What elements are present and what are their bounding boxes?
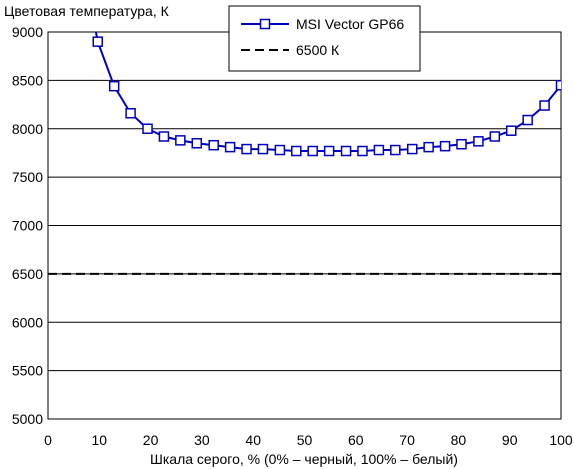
- data-point-marker: [390, 144, 401, 156]
- data-point-marker: [357, 145, 368, 157]
- data-point-marker: [191, 138, 203, 149]
- y-tick-label: 6500: [12, 266, 43, 282]
- y-tick-label: 9000: [12, 24, 43, 40]
- data-point-marker: [291, 145, 302, 157]
- data-point-marker: [125, 108, 136, 119]
- data-point-marker: [108, 80, 120, 92]
- data-point-marker: [340, 145, 352, 157]
- data-point-marker: [257, 143, 269, 155]
- x-tick-label: 80: [451, 432, 467, 448]
- data-point-marker: [505, 125, 517, 136]
- legend: MSI Vector GP66 6500 К: [228, 5, 421, 72]
- y-tick-label: 8000: [12, 121, 43, 137]
- y-tick-label: 7500: [12, 169, 43, 185]
- x-tick-label: 90: [502, 432, 518, 448]
- data-point-marker: [423, 141, 434, 153]
- series-layer: [48, 32, 561, 275]
- data-point-marker: [307, 145, 318, 157]
- x-axis-tick-labels: 0 10 20 30 40 50 60 70 80 90 100: [44, 432, 573, 448]
- y-axis-tick-labels: 5000 5500 6000 6500 7000 7500 8000 8500 9000: [12, 24, 43, 427]
- data-point-marker: [323, 145, 335, 157]
- legend-label-6500: 6500 К: [296, 42, 340, 58]
- data-point-marker: [175, 135, 186, 146]
- legend-box: [228, 5, 421, 72]
- data-point-marker: [489, 131, 501, 142]
- x-tick-label: 30: [194, 432, 210, 448]
- data-point-marker: [142, 123, 153, 134]
- x-tick-label: 100: [549, 432, 573, 448]
- data-point-marker: [439, 140, 451, 152]
- data-point-marker: [456, 138, 467, 150]
- x-tick-label: 20: [143, 432, 159, 448]
- legend-marker-msi: [259, 18, 271, 30]
- data-point-marker: [473, 136, 484, 147]
- data-point-marker: [522, 114, 533, 126]
- y-tick-label: 5500: [12, 363, 43, 379]
- legend-label-msi: MSI Vector GP66: [296, 16, 404, 32]
- y-tick-label: 5000: [12, 411, 43, 427]
- data-point-marker: [208, 139, 219, 151]
- x-tick-label: 70: [399, 432, 415, 448]
- x-tick-label: 40: [245, 432, 261, 448]
- x-axis-title: Шкала серого, % (0% – черный, 100% – бел…: [150, 451, 458, 467]
- y-tick-label: 7000: [12, 218, 43, 234]
- data-point-marker: [224, 141, 236, 153]
- grid-lines: [48, 79, 561, 372]
- x-tick-label: 50: [297, 432, 313, 448]
- data-point-marker: [158, 131, 170, 142]
- x-tick-label: 10: [92, 432, 108, 448]
- x-tick-label: 0: [44, 432, 52, 448]
- data-point-marker: [241, 143, 252, 155]
- y-tick-label: 6000: [12, 314, 43, 330]
- x-tick-label: 60: [348, 432, 364, 448]
- data-point-marker: [406, 143, 418, 155]
- y-axis-title: Цветовая температура, К: [4, 3, 170, 19]
- data-point-marker: [92, 36, 104, 47]
- data-point-marker: [555, 79, 561, 91]
- data-point-marker: [373, 144, 385, 156]
- data-point-marker: [539, 100, 550, 111]
- y-tick-label: 8500: [12, 72, 43, 88]
- data-point-marker: [274, 144, 286, 156]
